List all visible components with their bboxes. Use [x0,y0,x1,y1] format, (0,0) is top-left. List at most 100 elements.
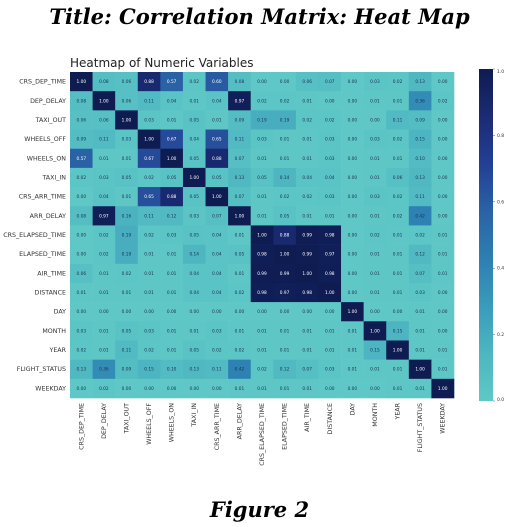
cell-value-label: 0.06 [122,98,132,104]
heatmap-cell-crs-dep-time-taxi-in [182,72,206,92]
cell-value-label: 0.02 [77,348,87,354]
cell-value-label: 0.98 [325,271,335,277]
cell-value-label: 0.97 [99,213,109,219]
heatmap-cell-dep-delay-weekday [431,91,455,111]
heatmap-cell-dep-delay-day [341,91,364,111]
heatmap-cell-dep-delay-year [386,91,410,111]
cell-value-label: 0.02 [212,348,222,354]
heatmap-cell-weekday-elapsed-time [273,378,297,399]
heatmap-cell-taxi-in-taxi-out [115,167,139,188]
x-tick-label-wheels-on: WHEELS_ON [169,403,176,443]
cell-value-label: 0.01 [302,156,312,162]
heatmap-cell-flight-status-distance [318,359,342,380]
cell-value-label: 0.04 [325,175,335,181]
heatmap-cell-dep-delay-taxi-in [182,91,206,111]
heatmap-cell-arr-delay-month [363,206,387,226]
page-title: Title: Correlation Matrix: Heat Map [49,4,470,29]
cell-value-label: 0.67 [167,137,177,143]
cell-value-label: 0.11 [144,98,154,104]
cell-value-label: 0.01 [438,233,448,239]
cell-value-label: 0.00 [370,309,380,315]
cell-value-label: 0.88 [144,79,154,85]
heatmap-cell-taxi-out-arr-delay [228,110,252,130]
cell-value-label: 0.03 [212,328,222,334]
cell-value-label: 0.01 [370,290,380,296]
heatmap-cell-wheels-on-dep-delay [92,148,116,169]
heatmap-cell-weekday-crs-elapsed-time [250,378,274,399]
heatmap-cell-wheels-on-wheels-on [160,148,184,169]
cell-value-label: 0.01 [393,233,403,239]
cell-value-label: 0.01 [370,271,380,277]
heatmap-cell-crs-arr-time-crs-elapsed-time [250,187,274,207]
heatmap-cell-weekday-dep-delay [92,378,116,399]
heatmap-cell-year-year [386,340,410,360]
x-tick-label-air-time: AIR_TIME [304,403,311,432]
cell-value-label: 0.16 [122,213,132,219]
y-tick-label-wheels-off: WHEELS_OFF [24,136,66,143]
heatmap-cell-arr-delay-flight-status [408,206,432,226]
cell-value-label: 0.00 [438,175,448,181]
heatmap-cell-weekday-distance [318,378,342,399]
heatmap-cell-flight-status-elapsed-time [273,359,297,380]
heatmap-cell-taxi-in-taxi-in [182,167,206,188]
x-tick-label-taxi-out: TAXI_OUT [123,403,130,435]
heatmap-cell-air-time-wheels-on [160,263,184,284]
heatmap-cell-year-taxi-in [182,340,206,360]
cell-value-label: 0.01 [257,328,267,334]
cell-value-label: 0.02 [189,79,199,85]
cell-value-label: 0.11 [415,194,425,200]
heatmap-cell-wheels-on-year [386,148,410,169]
x-tick-label-crs-dep-time: CRS_DEP_TIME [78,403,85,450]
heatmap-cell-taxi-in-crs-arr-time [205,167,229,188]
cell-value-label: 0.03 [99,175,109,181]
cell-value-label: 0.03 [122,137,132,143]
cell-value-label: 0.07 [302,367,312,373]
cell-value-label: 0.02 [280,98,290,104]
heatmap-cell-day-crs-elapsed-time [250,302,274,322]
cell-value-label: 0.42 [415,213,425,219]
heatmap-cell-arr-delay-crs-arr-time [205,206,229,226]
y-tick-label-crs-elapsed-time: CRS_ELAPSED_TIME [3,232,66,239]
heatmap-cell-wheels-on-crs-arr-time [205,148,229,169]
cell-value-label: 0.12 [167,213,177,219]
heatmap-cell-wheels-on-wheels-off [137,148,161,169]
y-tick-label-year: YEAR [48,347,66,354]
heatmap-cell-dep-delay-taxi-out [115,91,139,111]
heatmap-cell-taxi-out-taxi-in [182,110,206,130]
cell-value-label: 0.02 [235,348,245,354]
cell-value-label: 0.97 [325,252,335,258]
heatmap-cell-dep-delay-crs-arr-time [205,91,229,111]
cell-value-label: 0.00 [257,309,267,315]
cell-value-label: 0.07 [235,156,245,162]
heatmap-cell-month-crs-elapsed-time [250,321,274,341]
cell-value-label: 0.01 [415,328,425,334]
colorbar-tick-label: 0.6 [497,199,504,205]
heatmap-cell-month-weekday [431,321,455,341]
y-tick-label-arr-delay: ARR_DELAY [30,213,67,220]
cell-value-label: 0.02 [144,175,154,181]
cell-value-label: 0.01 [438,271,448,277]
cell-value-label: 0.00 [77,233,87,239]
cell-value-label: 0.03 [325,137,335,143]
cell-value-label: 0.00 [438,117,448,123]
heatmap-cell-crs-elapsed-time-air-time [295,225,319,245]
cell-value-label: 1.00 [167,156,177,162]
cell-value-label: 1.00 [212,194,222,200]
heatmap-cell-month-distance [318,321,342,341]
cell-value-label: 0.02 [370,233,380,239]
cell-value-label: 0.02 [99,233,109,239]
cell-value-label: 0.11 [144,213,154,219]
cell-value-label: 0.01 [370,156,380,162]
heatmap-cell-year-elapsed-time [273,340,297,360]
heatmap-cell-air-time-distance [318,263,342,284]
cell-value-label: 0.00 [77,386,87,392]
cell-value-label: 0.03 [257,137,267,143]
heatmap-cell-month-taxi-in [182,321,206,341]
heatmap-cell-crs-dep-time-flight-status [408,72,432,92]
heatmap-cell-month-wheels-off [137,321,161,341]
heatmap-cell-dep-delay-wheels-off [137,91,161,111]
heatmap-cell-taxi-out-flight-status [408,110,432,130]
heatmap-cell-crs-dep-time-crs-elapsed-time [250,72,274,92]
heatmap-cell-taxi-out-crs-dep-time [70,110,93,130]
heatmap-cell-weekday-day [341,378,364,399]
